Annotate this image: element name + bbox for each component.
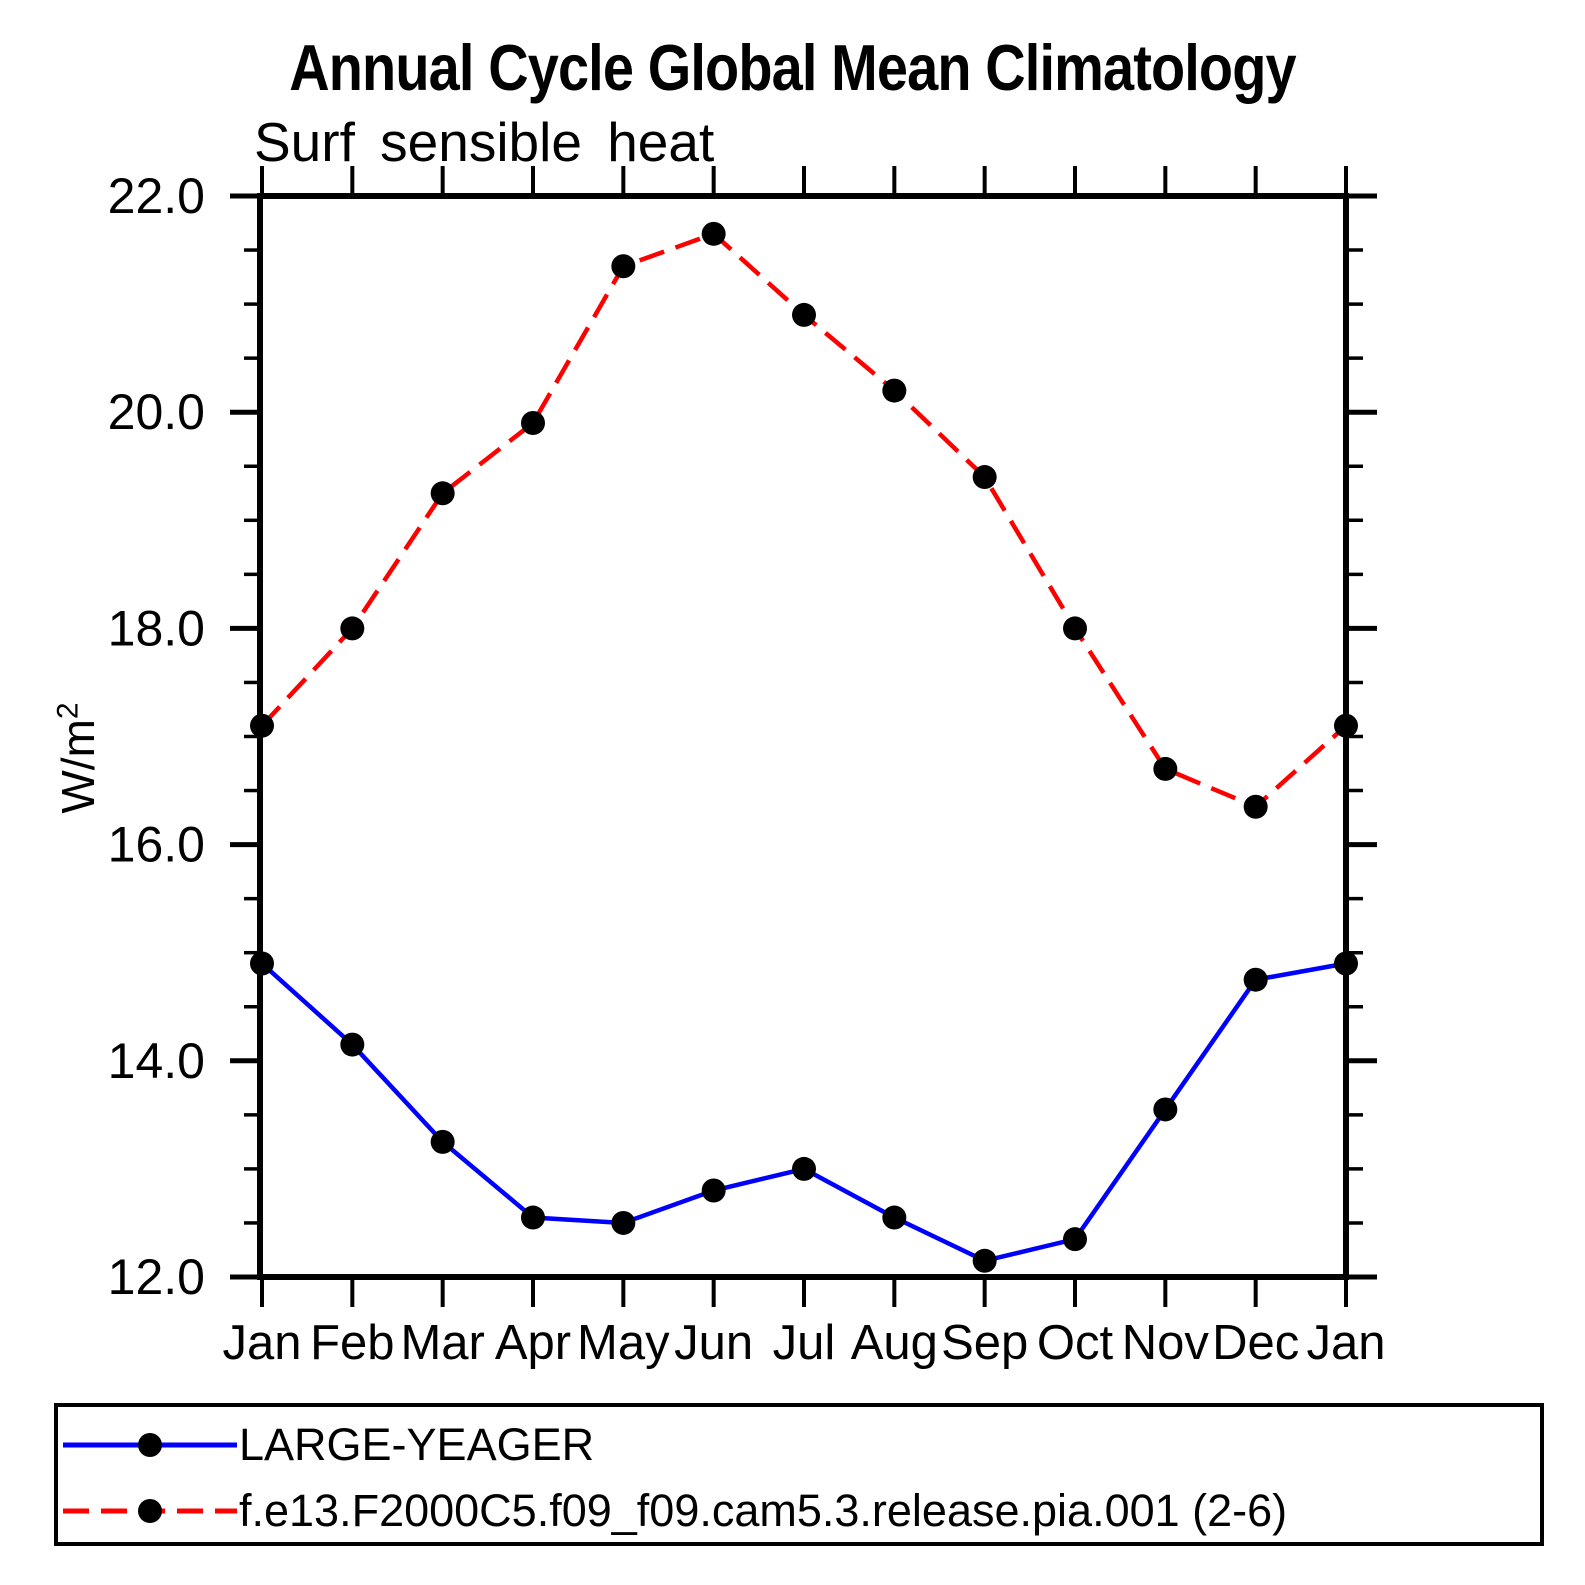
data-point xyxy=(882,1205,907,1230)
chart-title: Annual Cycle Global Mean Climatology xyxy=(289,31,1296,104)
data-point xyxy=(701,221,726,246)
x-tick-label: Jan xyxy=(1306,1316,1385,1370)
x-tick-label: Mar xyxy=(400,1316,484,1370)
x-tick-label: Dec xyxy=(1212,1316,1299,1370)
data-point xyxy=(1063,616,1087,641)
chart-subtitle: Surf sensible heat xyxy=(254,111,715,173)
x-tick-label: Oct xyxy=(1037,1316,1114,1370)
legend-sample-dashed-line xyxy=(63,1499,237,1523)
data-point xyxy=(972,1248,997,1273)
legend-marker-dot xyxy=(138,1433,162,1457)
x-tick-label: Feb xyxy=(310,1316,394,1370)
data-point xyxy=(1063,1227,1087,1252)
y-tick-label: 12.0 xyxy=(108,1249,205,1305)
y-tick-label: 14.0 xyxy=(108,1033,205,1089)
data-point xyxy=(611,254,636,279)
legend-box: LARGE-YEAGER f.e13.F2000C5.f09_f09.cam5.… xyxy=(54,1403,1544,1546)
data-point xyxy=(340,616,365,641)
data-point xyxy=(1153,1097,1178,1122)
data-point xyxy=(972,465,997,490)
data-point xyxy=(430,1129,455,1154)
plot-frame xyxy=(257,193,1349,1280)
data-point xyxy=(340,1032,365,1057)
data-point xyxy=(430,481,455,506)
x-tick-label: Nov xyxy=(1122,1316,1210,1370)
data-point xyxy=(1334,951,1358,976)
data-point xyxy=(1334,713,1358,738)
x-tick-label: Sep xyxy=(941,1316,1028,1370)
legend-label: f.e13.F2000C5.f09_f09.cam5.3.release.pia… xyxy=(239,1485,1288,1536)
x-tick-label: Jan xyxy=(222,1316,301,1370)
x-tick-label: Aug xyxy=(851,1316,938,1370)
data-point xyxy=(792,302,816,327)
data-point xyxy=(1243,967,1268,992)
data-point xyxy=(521,1205,545,1230)
x-tick-label: Apr xyxy=(495,1316,571,1370)
legend-item-large-yeager: LARGE-YEAGER xyxy=(61,1421,594,1469)
data-point xyxy=(250,951,274,976)
data-point xyxy=(792,1156,816,1181)
data-point xyxy=(521,411,545,436)
data-point xyxy=(250,713,274,738)
series-line-0 xyxy=(260,961,1347,1264)
y-tick-label: 20.0 xyxy=(108,384,205,440)
data-point xyxy=(611,1210,636,1235)
legend-marker-dot xyxy=(138,1499,162,1523)
x-tick-label: Jun xyxy=(674,1316,753,1370)
data-point xyxy=(882,378,907,403)
y-tick-label: 22.0 xyxy=(108,168,205,224)
data-point xyxy=(1243,794,1268,819)
y-tick-label: 18.0 xyxy=(108,600,205,656)
x-tick-label: May xyxy=(577,1316,670,1370)
y-tick-label: 16.0 xyxy=(108,817,205,873)
data-point xyxy=(1153,756,1178,781)
legend-label: LARGE-YEAGER xyxy=(239,1419,595,1470)
data-point xyxy=(701,1178,726,1203)
legend-item-model-run: f.e13.F2000C5.f09_f09.cam5.3.release.pia… xyxy=(61,1487,1287,1535)
x-tick-label: Jul xyxy=(773,1316,836,1370)
legend-sample-solid-line xyxy=(63,1433,237,1457)
